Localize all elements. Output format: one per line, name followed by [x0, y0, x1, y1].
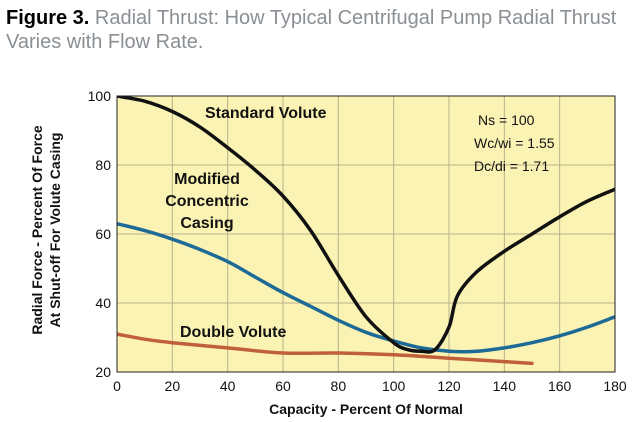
figure-title-text: Radial Thrust: How Typical Centrifugal P…: [6, 7, 617, 53]
annotation-standard-volute: Standard Volute: [205, 105, 327, 122]
y-axis-ticks: 20 40 60 80 100: [88, 88, 112, 380]
annotation-double-volute: Double Volute: [180, 324, 286, 341]
x-tick-label: 140: [493, 378, 517, 394]
x-tick-label: 60: [275, 378, 291, 394]
x-tick-label: 20: [165, 378, 181, 394]
y-axis-label-line2: At Shut-off For Volute Casing: [47, 133, 63, 328]
x-tick-label: 80: [331, 378, 347, 394]
y-tick-label: 100: [88, 88, 112, 104]
param-wc-wi: Wc/wi = 1.55: [474, 135, 555, 151]
x-tick-label: 120: [437, 378, 461, 394]
series-line-double-volute: [117, 332, 534, 366]
x-tick-label: 100: [382, 378, 406, 394]
param-ns: Ns = 100: [478, 112, 535, 128]
annotation-modified-line2: Concentric: [165, 193, 249, 210]
annotation-modified-line3: Casing: [180, 215, 233, 232]
x-tick-label: 160: [548, 378, 572, 394]
y-tick-label: 80: [95, 157, 111, 173]
param-dc-di: Dc/di = 1.71: [474, 158, 549, 174]
x-tick-label: 180: [603, 378, 627, 394]
y-tick-label: 60: [95, 226, 111, 242]
series-line-modified-concentric-casing: [117, 221, 615, 354]
y-tick-label: 20: [95, 364, 111, 380]
y-tick-label: 40: [95, 295, 111, 311]
annotation-modified-line1: Modified: [174, 171, 240, 188]
figure-label: Figure 3.: [6, 7, 90, 29]
x-axis-label: Capacity - Percent Of Normal: [269, 401, 463, 417]
plot-frame: [116, 95, 616, 373]
series-line-standard-volute: [117, 96, 615, 354]
y-axis-label-line1: Radial Force - Percent Of Force: [29, 125, 45, 334]
x-tick-label: 0: [113, 378, 121, 394]
x-axis-ticks: 0 20 40 60 80 100 120 140 160 180: [113, 378, 627, 394]
figure-title: Figure 3. Radial Thrust: How Typical Cen…: [6, 6, 626, 54]
x-tick-label: 40: [220, 378, 236, 394]
